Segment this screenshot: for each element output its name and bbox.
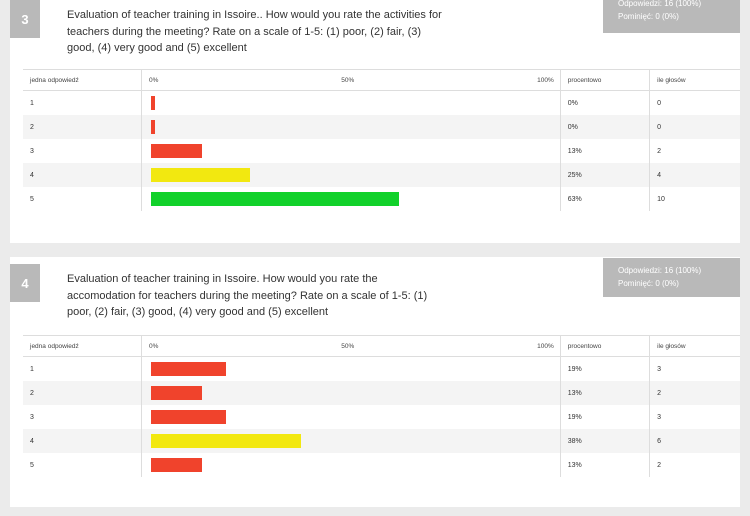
scale-0: 0% [148, 342, 159, 350]
table-row: 4 38% 6 [23, 429, 740, 453]
answer-percent: 13% [560, 381, 651, 405]
header-votes: ile głosów [649, 69, 740, 91]
results-table: jedna odpowiedź 0% 50% 100% procentowo i… [23, 335, 740, 477]
result-bar [150, 458, 202, 472]
table-row: 5 13% 2 [23, 453, 740, 477]
answer-label: 5 [23, 453, 142, 477]
answer-votes: 2 [649, 453, 740, 477]
table-row: 2 0% 0 [23, 115, 740, 139]
answer-label: 1 [23, 90, 142, 115]
answer-label: 2 [23, 381, 142, 405]
answer-votes: 10 [649, 187, 740, 211]
answer-percent: 13% [560, 139, 651, 163]
scale-50: 50% [341, 342, 355, 350]
result-bar [150, 434, 301, 448]
question-number: 3 [10, 0, 40, 38]
result-bar [150, 120, 155, 134]
answer-votes: 4 [649, 163, 740, 187]
answer-votes: 2 [649, 381, 740, 405]
answer-percent: 38% [560, 429, 651, 453]
response-stats: Odpowiedzi: 16 (100%) Pominięć: 0 (0%) [603, 258, 740, 297]
response-stats: Odpowiedzi: 16 (100%) Pominięć: 0 (0%) [603, 0, 740, 33]
answer-percent: 19% [560, 405, 651, 429]
table-row: 5 63% 10 [23, 187, 740, 211]
answer-percent: 0% [560, 90, 651, 115]
table-row: 3 13% 2 [23, 139, 740, 163]
skipped-count: Pominięć: 0 (0%) [618, 12, 679, 21]
answer-percent: 19% [560, 356, 651, 381]
answer-label: 4 [23, 429, 142, 453]
scale-100: 100% [537, 342, 554, 350]
answer-percent: 13% [560, 453, 651, 477]
header-percent: procentowo [560, 335, 651, 357]
result-bar [150, 168, 250, 182]
answered-count: Odpowiedzi: 16 (100%) [618, 0, 702, 8]
answer-label: 3 [23, 405, 142, 429]
scale-50: 50% [341, 76, 355, 84]
answered-count: Odpowiedzi: 16 (100%) [618, 266, 702, 275]
answer-label: 4 [23, 163, 142, 187]
result-bar [150, 192, 399, 206]
table-row: 1 19% 3 [23, 356, 740, 381]
header-answer: jedna odpowiedź [23, 69, 142, 91]
answer-votes: 6 [649, 429, 740, 453]
header-scale: 0% 50% 100% [141, 335, 561, 357]
answer-votes: 3 [649, 405, 740, 429]
skipped-count: Pominięć: 0 (0%) [618, 279, 679, 288]
question-number: 4 [10, 264, 40, 302]
answer-percent: 63% [560, 187, 651, 211]
answer-votes: 0 [649, 90, 740, 115]
results-table: jedna odpowiedź 0% 50% 100% procentowo i… [23, 69, 740, 211]
table-row: 2 13% 2 [23, 381, 740, 405]
result-bar [150, 410, 226, 424]
header-votes: ile głosów [649, 335, 740, 357]
answer-percent: 0% [560, 115, 651, 139]
answer-percent: 25% [560, 163, 651, 187]
answer-votes: 2 [649, 139, 740, 163]
answer-label: 2 [23, 115, 142, 139]
answer-label: 3 [23, 139, 142, 163]
result-bar [150, 362, 226, 376]
scale-0: 0% [148, 76, 159, 84]
header-scale: 0% 50% 100% [141, 69, 561, 91]
result-bar [150, 96, 155, 110]
result-bar [150, 386, 202, 400]
answer-label: 1 [23, 356, 142, 381]
header-answer: jedna odpowiedź [23, 335, 142, 357]
header-percent: procentowo [560, 69, 651, 91]
question-text: Evaluation of teacher training in Issoir… [67, 273, 428, 318]
table-row: 4 25% 4 [23, 163, 740, 187]
question-card-4: 4 Evaluation of teacher training in Isso… [10, 257, 740, 507]
result-bar [150, 144, 202, 158]
answer-votes: 0 [649, 115, 740, 139]
answer-label: 5 [23, 187, 142, 211]
scale-100: 100% [537, 76, 554, 84]
table-row: 3 19% 3 [23, 405, 740, 429]
question-card-3: 3 Evaluation of teacher training in Isso… [10, 0, 740, 243]
table-row: 1 0% 0 [23, 90, 740, 115]
question-text: Evaluation of teacher training in Issoir… [67, 9, 442, 54]
answer-votes: 3 [649, 356, 740, 381]
